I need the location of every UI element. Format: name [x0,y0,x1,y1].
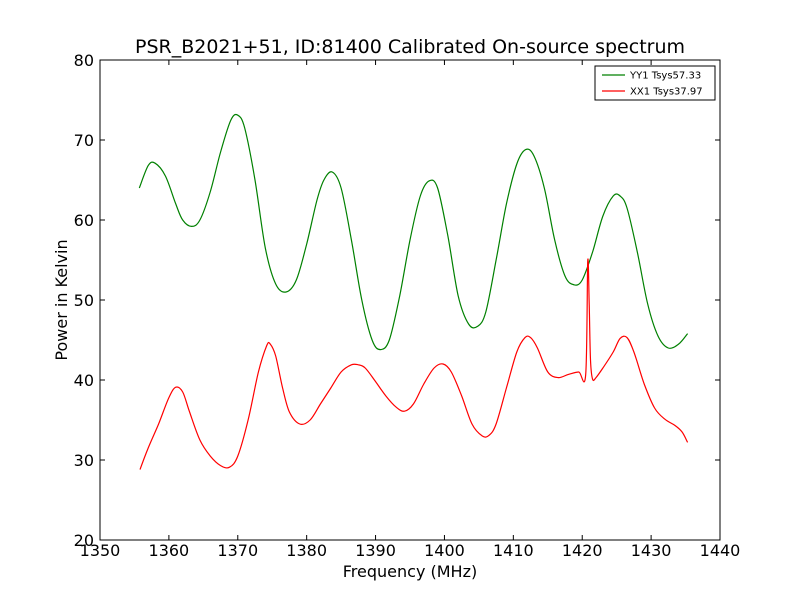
legend: YY1 Tsys57.33 XX1 Tsys37.97 [594,65,716,101]
x-tick-label: 1440 [700,541,741,560]
chart-title: PSR_B2021+51, ID:81400 Calibrated On-sou… [135,36,685,58]
y-tick-label: 30 [74,451,94,470]
x-tick-label: 1350 [80,541,121,560]
x-tick-label: 1370 [217,541,258,560]
y-tick-label: 70 [74,131,94,150]
y-tick-label: 40 [74,371,94,390]
x-tick-label: 1400 [424,541,465,560]
y-tick-label: 80 [74,51,94,70]
y-axis-ticks: 20 30 40 50 60 70 80 [74,51,720,550]
x-tick-label: 1430 [631,541,672,560]
x-tick-label: 1360 [149,541,190,560]
y-tick-label: 50 [74,291,94,310]
x-axis-ticks: 1350 1360 1370 1380 1390 1400 1410 1420 1430 1440 [80,60,741,560]
series-line-1 [138,113,689,351]
y-axis-label: Power in Kelvin [52,239,71,360]
x-tick-label: 1420 [562,541,603,560]
legend-box [594,65,716,101]
y-tick-label: 20 [74,531,94,550]
x-tick-label: 1410 [493,541,534,560]
series-line-2 [139,258,689,470]
series-layer [138,113,689,470]
y-tick-label: 60 [74,211,94,230]
x-tick-label: 1390 [355,541,396,560]
legend-label-1: YY1 Tsys57.33 [629,71,701,82]
x-axis-label: Frequency (MHz) [343,562,477,581]
legend-label-2: XX1 Tsys37.97 [630,87,703,98]
x-tick-label: 1380 [286,541,327,560]
